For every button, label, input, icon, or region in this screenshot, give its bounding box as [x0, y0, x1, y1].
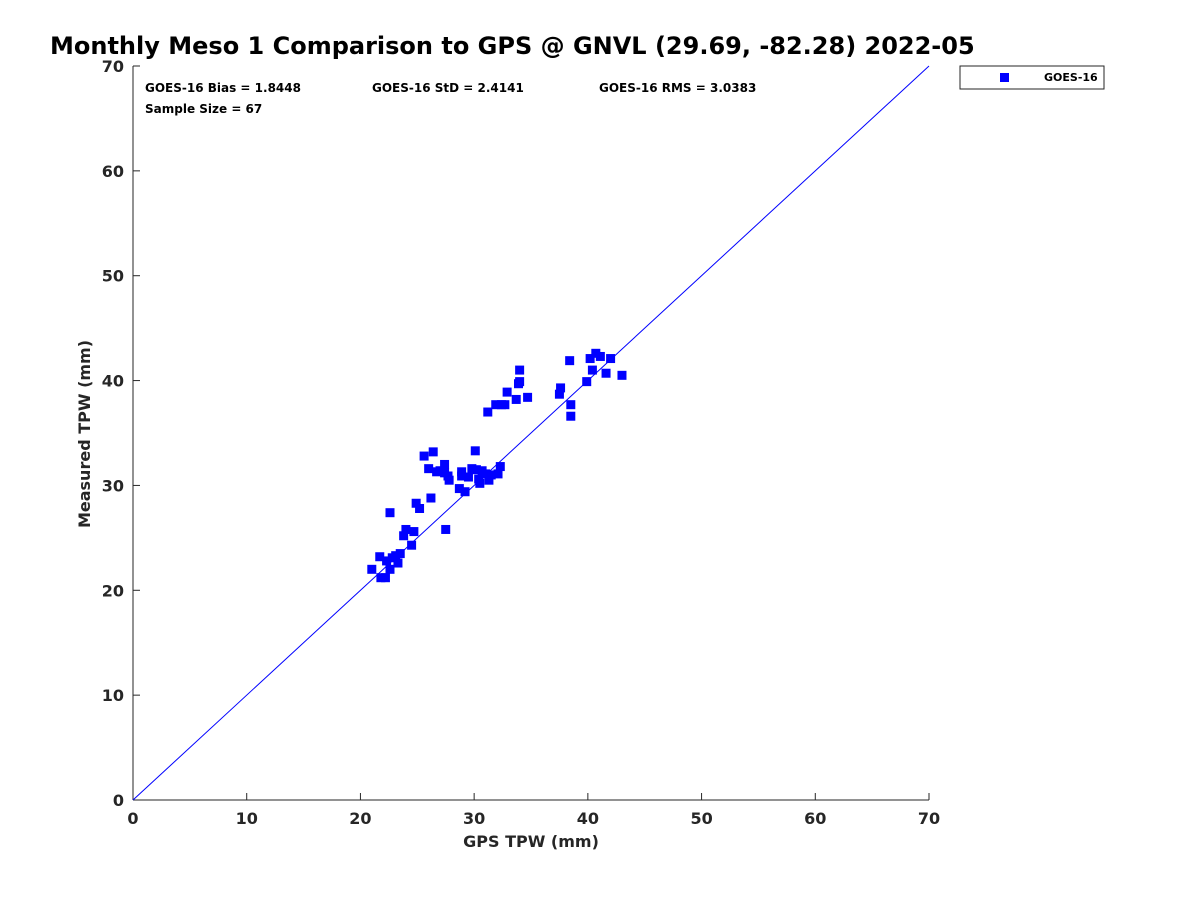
data-point — [428, 447, 438, 457]
x-ticks: 0 10 20 30 40 50 60 70 — [127, 793, 940, 828]
x-tick-label: 0 — [127, 809, 138, 828]
data-point — [467, 464, 477, 474]
x-tick-label: 20 — [349, 809, 371, 828]
y-tick-label: 30 — [102, 476, 124, 495]
data-point — [471, 465, 481, 475]
legend: GOES-16 — [959, 65, 1105, 90]
data-point — [515, 377, 525, 387]
data-point — [457, 467, 467, 477]
x-axis-label: GPS TPW (mm) — [463, 832, 599, 851]
data-point — [376, 573, 386, 583]
data-point — [587, 365, 597, 375]
data-point — [566, 400, 576, 410]
stat-rms: GOES-16 RMS = 3.0383 — [599, 81, 756, 95]
data-point — [375, 552, 385, 562]
data-point — [441, 524, 451, 534]
data-point — [401, 524, 411, 534]
data-point — [566, 411, 576, 421]
stat-bias: GOES-16 Bias = 1.8448 — [145, 81, 301, 95]
data-point — [515, 365, 525, 375]
data-point — [595, 351, 605, 361]
legend-marker-goes16 — [1000, 73, 1009, 82]
data-point — [385, 508, 395, 518]
data-point — [511, 394, 521, 404]
data-point — [556, 383, 566, 393]
x-tick-label: 10 — [236, 809, 258, 828]
plot-axes — [132, 66, 929, 801]
data-point — [454, 484, 464, 494]
y-tick-label: 10 — [102, 686, 124, 705]
data-point — [484, 475, 494, 485]
data-point — [582, 377, 592, 387]
data-point — [591, 348, 601, 358]
data-point — [493, 469, 503, 479]
data-point — [500, 400, 510, 410]
data-point — [585, 354, 595, 364]
data-point — [385, 564, 395, 574]
data-point — [565, 356, 575, 366]
data-point — [426, 493, 436, 503]
chart-title: Monthly Meso 1 Comparison to GPS @ GNVL … — [50, 32, 975, 60]
one-to-one-line — [132, 65, 930, 801]
data-point — [419, 451, 429, 461]
data-point — [391, 551, 401, 561]
stat-std: GOES-16 StD = 2.4141 — [372, 81, 524, 95]
data-point — [382, 556, 392, 566]
y-tick-label: 0 — [113, 791, 124, 810]
x-tick-label: 30 — [463, 809, 485, 828]
y-tick-label: 70 — [102, 57, 124, 76]
data-point — [435, 466, 445, 476]
data-point — [443, 471, 453, 481]
data-point — [617, 370, 627, 380]
data-point — [475, 478, 485, 488]
data-point — [483, 407, 493, 417]
data-point — [495, 462, 505, 472]
data-point — [380, 573, 390, 583]
data-point — [399, 531, 409, 541]
data-point — [502, 387, 512, 397]
data-point — [470, 446, 480, 456]
data-point — [523, 392, 533, 402]
x-tick-label: 70 — [918, 809, 940, 828]
data-point — [393, 558, 403, 568]
data-point — [411, 498, 421, 508]
data-point — [415, 503, 425, 513]
data-point — [486, 470, 496, 480]
data-point — [407, 540, 417, 550]
y-tick-label: 40 — [102, 372, 124, 391]
y-tick-label: 20 — [102, 581, 124, 600]
stat-sample-size: Sample Size = 67 — [145, 102, 262, 116]
y-tick-label: 60 — [102, 162, 124, 181]
data-point — [460, 487, 470, 497]
data-points — [367, 348, 627, 583]
y-tick-label: 50 — [102, 267, 124, 286]
data-point — [606, 354, 616, 364]
data-point — [481, 469, 491, 479]
legend-box — [959, 65, 1105, 90]
data-point — [601, 368, 611, 378]
data-point — [463, 472, 473, 482]
data-point — [554, 389, 564, 399]
x-tick-label: 40 — [577, 809, 599, 828]
x-tick-label: 60 — [804, 809, 826, 828]
y-axis-label: Measured TPW (mm) — [75, 340, 94, 528]
data-point — [367, 564, 377, 574]
legend-label-goes16: GOES-16 — [1044, 71, 1098, 84]
data-point — [491, 400, 501, 410]
y-ticks: 0 10 20 30 40 50 60 70 — [102, 57, 140, 810]
data-point — [395, 549, 405, 559]
data-point — [424, 464, 434, 474]
x-tick-label: 50 — [690, 809, 712, 828]
data-point — [409, 527, 419, 537]
data-point — [440, 459, 450, 469]
